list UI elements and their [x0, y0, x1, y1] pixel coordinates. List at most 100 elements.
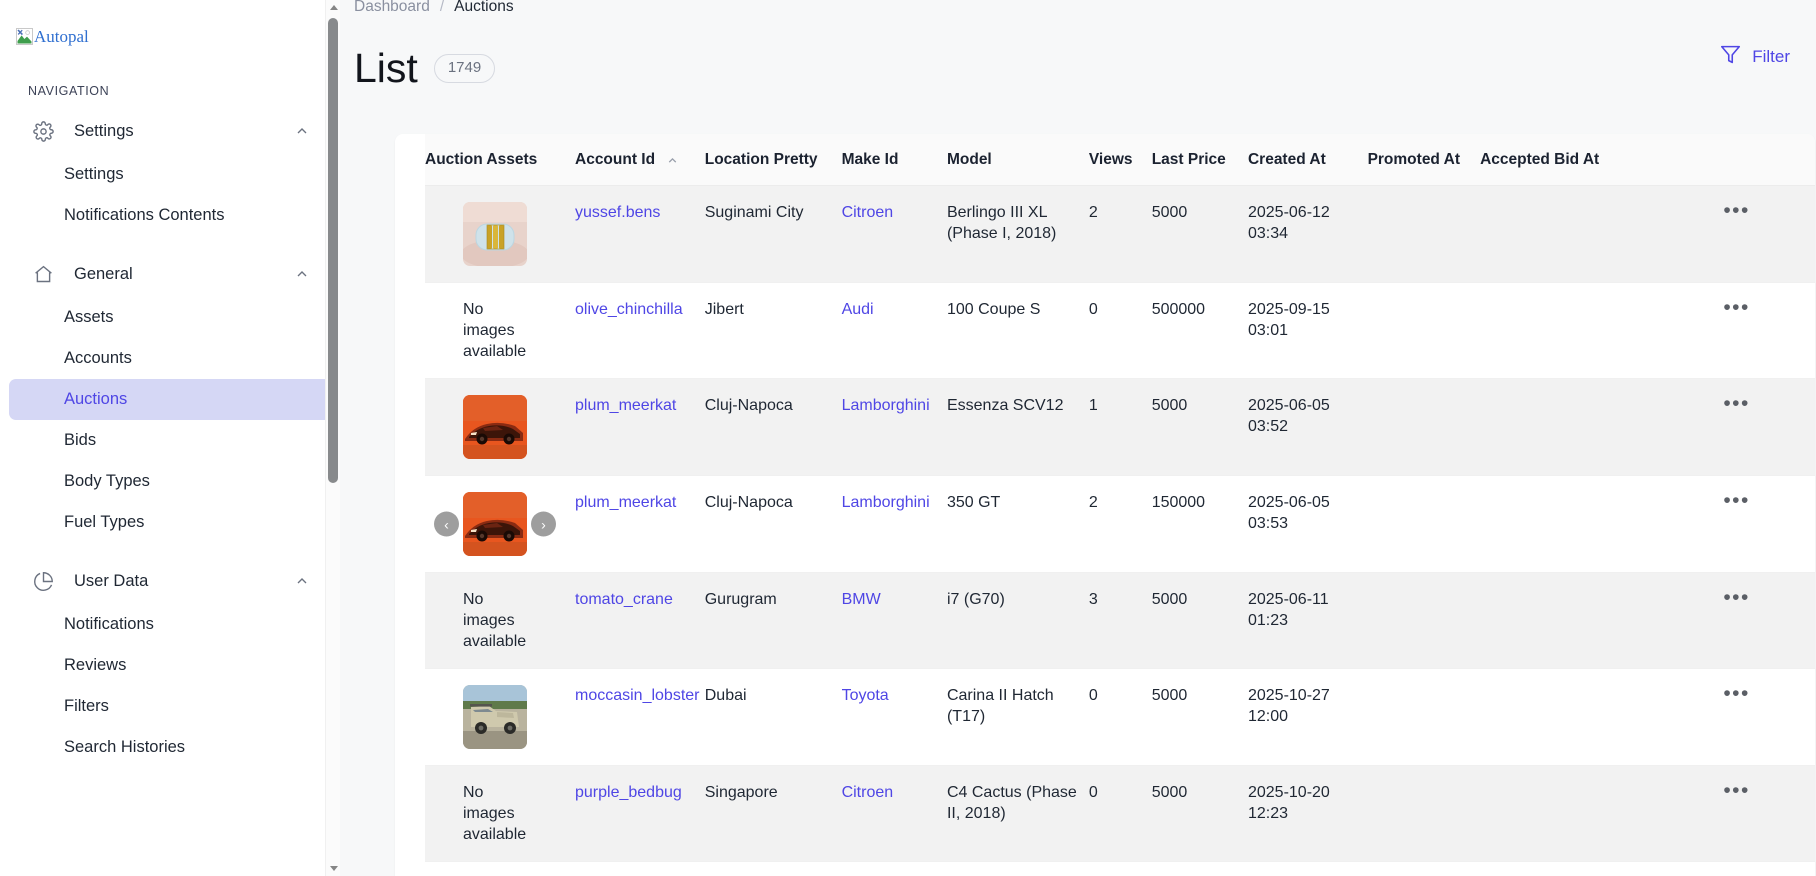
- table-row[interactable]: No images available tomato_crane Gurugram B…: [425, 572, 1815, 669]
- account-id-value[interactable]: moccasin_lobster: [575, 687, 700, 704]
- row-menu-button[interactable]: •••: [1723, 682, 1750, 705]
- asset-thumbnail-image[interactable]: [463, 202, 527, 266]
- cell-account-id: olive_chinchilla: [575, 282, 705, 379]
- make-id-value[interactable]: Lamborghini: [841, 397, 930, 414]
- carousel-prev-button[interactable]: ‹: [434, 511, 459, 537]
- sidebar-item-filters[interactable]: Filters: [9, 686, 331, 727]
- views-value: 0: [1088, 687, 1098, 704]
- nav-group-user-data[interactable]: User Data: [8, 558, 332, 604]
- account-id-value[interactable]: olive_chinchilla: [575, 301, 683, 318]
- row-menu-button[interactable]: •••: [1723, 586, 1750, 609]
- cell-make-id: Lamborghini: [841, 378, 947, 476]
- cell-location-pretty: Suginami City: [704, 185, 842, 283]
- sidebar-item-accounts[interactable]: Accounts: [9, 338, 331, 379]
- cell-created-at: 2025-08-06 05:41: [1247, 861, 1368, 876]
- column-header-auction-assets[interactable]: Auction Assets: [425, 134, 575, 186]
- column-header-model[interactable]: Model: [946, 134, 1089, 186]
- cell-actions: •••: [1723, 572, 1815, 669]
- cell-actions: •••: [1723, 185, 1815, 283]
- column-header-created-at[interactable]: Created At: [1247, 134, 1368, 186]
- chevron-up-icon[interactable]: [294, 123, 310, 139]
- sidebar-item-label: Body Types: [64, 472, 150, 490]
- cell-created-at: 2025-06-12 03:34: [1247, 185, 1368, 283]
- cell-account-id: moccasin_lobster: [575, 668, 705, 766]
- asset-thumbnail-carousel[interactable]: [463, 395, 527, 459]
- cell-promoted-at: [1367, 475, 1481, 573]
- sidebar-item-fuel-types[interactable]: Fuel Types: [9, 502, 331, 543]
- row-menu-button[interactable]: •••: [1723, 199, 1750, 222]
- column-header-accepted-bid-at[interactable]: Accepted Bid At: [1480, 134, 1724, 186]
- sidebar-item-reviews[interactable]: Reviews: [9, 645, 331, 686]
- table-body: yussef.bens Suginami City Citroen Berlingo …: [425, 185, 1815, 876]
- make-id-value[interactable]: Citroen: [841, 784, 894, 801]
- sidebar-item-search-histories[interactable]: Search Histories: [9, 727, 331, 768]
- sidebar-scrollbar[interactable]: [325, 0, 340, 876]
- table-row[interactable]: yussef.bens Suginami City Citroen Berlingo …: [425, 185, 1815, 283]
- row-menu-button[interactable]: •••: [1723, 489, 1750, 512]
- sidebar-item-bids[interactable]: Bids: [9, 420, 331, 461]
- triangle-up-icon[interactable]: [326, 0, 340, 15]
- make-id-value[interactable]: Audi: [841, 301, 874, 318]
- last-price-value: 5000: [1151, 591, 1188, 608]
- brand-logo[interactable]: Autopal: [0, 0, 340, 54]
- filter-button[interactable]: Filter: [1720, 44, 1790, 70]
- account-id-value[interactable]: purple_bedbug: [575, 784, 682, 801]
- make-id-value[interactable]: Lamborghini: [841, 494, 930, 511]
- cell-promoted-at: [1367, 378, 1481, 476]
- sidebar-item-body-types[interactable]: Body Types: [9, 461, 331, 502]
- scrollbar-thumb[interactable]: [328, 18, 338, 483]
- chevron-up-icon[interactable]: [294, 266, 310, 282]
- cell-last-price: 5000: [1151, 668, 1248, 766]
- account-id-value[interactable]: plum_meerkat: [575, 397, 677, 414]
- location-pretty-value: Gurugram: [704, 591, 777, 608]
- column-header-location-pretty[interactable]: Location Pretty: [704, 134, 842, 186]
- cell-account-id: plum_meerkat: [575, 475, 705, 573]
- sidebar-item-notifications[interactable]: Notifications: [9, 604, 331, 645]
- cell-views: 0: [1088, 668, 1152, 766]
- account-id-value[interactable]: tomato_crane: [575, 591, 673, 608]
- row-menu-button[interactable]: •••: [1723, 296, 1750, 319]
- make-id-value[interactable]: Citroen: [841, 204, 894, 221]
- nav-group-general[interactable]: General: [8, 251, 332, 297]
- table-row[interactable]: No images available olive_chinchilla Jiber…: [425, 282, 1815, 379]
- chevron-up-icon[interactable]: [294, 573, 310, 589]
- sidebar-item-settings[interactable]: Settings: [9, 154, 331, 195]
- sidebar-item-assets[interactable]: Assets: [9, 297, 331, 338]
- created-at-value: 2025-10-27 12:00: [1247, 687, 1330, 725]
- row-menu-button[interactable]: •••: [1723, 392, 1750, 415]
- sidebar-item-label: Auctions: [64, 390, 128, 408]
- column-header-last-price[interactable]: Last Price: [1151, 134, 1248, 186]
- table-row[interactable]: plum_meerkat Cluj-Napoca Lamborghini Essenz…: [425, 378, 1815, 476]
- breadcrumb-dashboard[interactable]: Dashboard: [354, 0, 430, 15]
- column-header-account-id[interactable]: Account Id: [575, 134, 705, 186]
- sidebar-item-auctions[interactable]: Auctions: [9, 379, 331, 420]
- carousel-next-button[interactable]: ›: [531, 511, 556, 537]
- account-id-value[interactable]: yussef.bens: [575, 204, 661, 221]
- table-row[interactable]: No images available purple_bedbug Singapor…: [425, 765, 1815, 862]
- cell-created-at: 2025-10-20 12:23: [1247, 765, 1368, 862]
- account-id-value[interactable]: plum_meerkat: [575, 494, 677, 511]
- sidebar-item-label: Assets: [64, 308, 114, 326]
- sidebar-item-label: Notifications: [64, 615, 154, 633]
- asset-thumbnail-carousel[interactable]: [463, 202, 527, 266]
- asset-thumbnail-image[interactable]: [463, 492, 527, 556]
- asset-thumbnail-carousel[interactable]: [463, 685, 527, 749]
- asset-thumbnail-image[interactable]: [463, 685, 527, 749]
- column-header-views[interactable]: Views: [1088, 134, 1152, 186]
- asset-thumbnail-image[interactable]: [463, 395, 527, 459]
- table-row[interactable]: ‹ › plum_meerkat Cluj-Napoca Lamborghini 350 …: [425, 475, 1815, 573]
- table-row[interactable]: No images availableteal_echidnaروش هاعين…: [425, 861, 1815, 876]
- cell-account-id: yussef.bens: [575, 185, 705, 283]
- column-header-make-id[interactable]: Make Id: [841, 134, 947, 186]
- triangle-down-icon[interactable]: [326, 861, 340, 876]
- cell-created-at: 2025-06-05 03:53: [1247, 475, 1368, 573]
- nav-group-settings[interactable]: Settings: [8, 108, 332, 154]
- table-row[interactable]: moccasin_lobster Dubai Toyota Carina II Hat…: [425, 668, 1815, 766]
- cell-account-id: teal_echidna: [575, 861, 705, 876]
- make-id-value[interactable]: BMW: [841, 591, 881, 608]
- asset-thumbnail-carousel[interactable]: ‹ ›: [434, 492, 556, 556]
- column-header-promoted-at[interactable]: Promoted At: [1367, 134, 1481, 186]
- sidebar-item-notifications-contents[interactable]: Notifications Contents: [9, 195, 331, 236]
- make-id-value[interactable]: Toyota: [841, 687, 889, 704]
- row-menu-button[interactable]: •••: [1723, 779, 1750, 802]
